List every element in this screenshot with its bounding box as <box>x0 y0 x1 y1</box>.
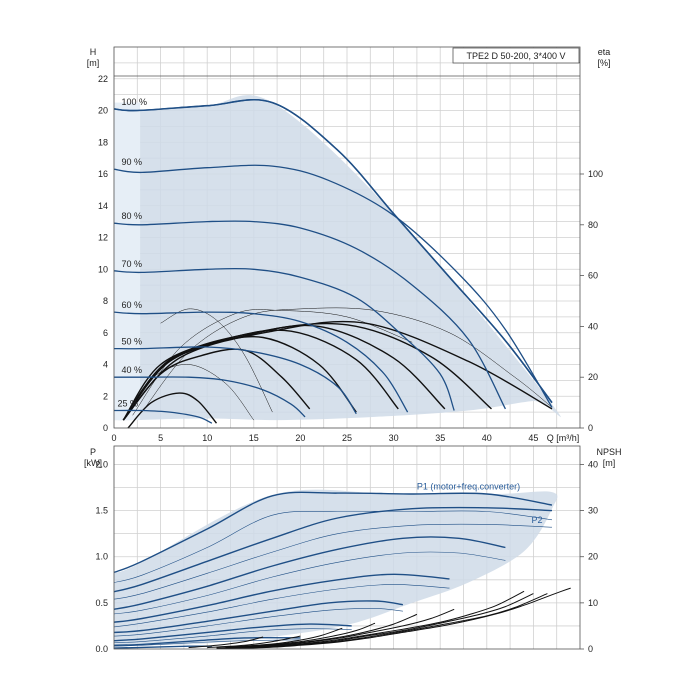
speed-curve-label: 70 % <box>121 259 142 269</box>
power-axis-unit: [kW] <box>84 458 102 468</box>
x-tick-label: 35 <box>435 433 445 443</box>
power-tick-label: 0.0 <box>95 644 108 654</box>
speed-curve-label: 50 % <box>121 337 142 347</box>
y-tick-label: 6 <box>103 328 108 338</box>
power-chart: P1 (motor+freq.converter) P2 0.0 0.5 1.0 1.5 2… <box>84 445 622 654</box>
eta-tick-label: 80 <box>588 220 598 230</box>
p2-curve <box>113 608 403 637</box>
p2-curve <box>113 523 553 600</box>
x-tick-label: 0 <box>111 433 116 443</box>
efficiency-curve <box>160 308 273 413</box>
power-tick-label: 1.0 <box>95 552 108 562</box>
npsh-axis-label: NPSH <box>596 447 621 457</box>
head-chart: 100 % 90 % 80 % 70 % 60 % 50 % 40 % 25 % 0 5 10 15 2… <box>87 46 611 443</box>
x-tick-label: 20 <box>295 433 305 443</box>
y-axis-label: H <box>90 47 97 57</box>
speed-curve <box>113 311 409 413</box>
eta-tick-label: 40 <box>588 321 598 331</box>
npsh-curve <box>225 627 343 648</box>
y-axis-unit: [m] <box>87 58 100 68</box>
x-axis-label: Q [m³/h] <box>547 433 580 443</box>
npsh-tick-label: 30 <box>588 506 598 516</box>
power-axis-label: P <box>90 447 96 457</box>
npsh-axis-unit: [m] <box>603 458 616 468</box>
speed-curve <box>113 409 213 424</box>
p2-curve <box>113 510 553 583</box>
x-tick-label: 15 <box>249 433 259 443</box>
speed-curve-label: 90 % <box>121 157 142 167</box>
p2-label: P2 <box>532 515 543 525</box>
p1-label: P1 (motor+freq.converter) <box>417 481 520 491</box>
speed-curve <box>113 267 455 411</box>
y-tick-label: 10 <box>98 264 108 274</box>
npsh-curve <box>216 590 525 649</box>
y-tick-label: 20 <box>98 106 108 116</box>
npsh-curve <box>207 635 301 649</box>
p2-curve <box>113 628 352 643</box>
power-operating-area <box>114 489 558 646</box>
p1-curve <box>113 491 553 574</box>
head-frame <box>113 46 581 429</box>
x-tick-label: 40 <box>482 433 492 443</box>
npsh-tick-label: 20 <box>588 552 598 562</box>
p2-curve <box>113 551 506 615</box>
p1-curve <box>113 573 450 623</box>
power-tick-label: 1.5 <box>95 506 108 516</box>
p1-curve <box>113 623 352 642</box>
npsh-curve <box>188 636 264 649</box>
p1-curve <box>113 506 553 593</box>
speed-curve-label: 80 % <box>121 211 142 221</box>
speed-curve-label: 25 % <box>117 399 138 409</box>
efficiency-curve <box>141 307 553 413</box>
efficiency-curve <box>122 320 553 421</box>
y-tick-label: 12 <box>98 233 108 243</box>
head-operating-area <box>114 95 561 421</box>
eta-tick-label: 100 <box>588 169 603 179</box>
y-tick-label: 18 <box>98 137 108 147</box>
x-tick-label: 30 <box>389 433 399 443</box>
y-tick-label: 4 <box>103 360 108 370</box>
eta-tick-label: 20 <box>588 372 598 382</box>
speed-curve <box>113 220 506 410</box>
y-tick-label: 8 <box>103 296 108 306</box>
speed-curve-label: 60 % <box>121 300 142 310</box>
x-tick-label: 45 <box>528 433 538 443</box>
x-tick-label: 25 <box>342 433 352 443</box>
y-tick-label: 2 <box>103 391 108 401</box>
efficiency-curve <box>127 392 218 429</box>
power-tick-label: 0.5 <box>95 598 108 608</box>
y-tick-label: 22 <box>98 74 108 84</box>
eta-axis-unit: [%] <box>597 58 610 68</box>
x-tick-label: 10 <box>202 433 212 443</box>
efficiency-curve <box>132 309 413 416</box>
eta-tick-label: 60 <box>588 271 598 281</box>
y-tick-label: 16 <box>98 169 108 179</box>
eta-tick-label: 0 <box>588 423 593 433</box>
p2-curve <box>113 639 301 647</box>
x-tick-label: 5 <box>158 433 163 443</box>
speed-curve <box>113 346 357 415</box>
power-tick-label: 2.0 <box>95 459 108 469</box>
chart-title: TPE2 D 50-200, 3*400 V <box>466 51 565 61</box>
chart-title-box: TPE2 D 50-200, 3*400 V <box>452 47 580 64</box>
y-tick-label: 0 <box>103 423 108 433</box>
power-frame <box>113 445 581 650</box>
speed-curve <box>114 376 306 418</box>
max-speed-curve <box>113 99 553 404</box>
head-min-flow-band <box>114 102 141 421</box>
npsh-tick-label: 0 <box>588 644 593 654</box>
p1-curve <box>113 600 403 634</box>
p2-curve <box>113 584 450 628</box>
speed-curve <box>113 164 553 408</box>
p1-curve <box>113 536 506 610</box>
npsh-tick-label: 10 <box>588 598 598 608</box>
speed-curve-label: 100 % <box>121 97 147 107</box>
y-tick-label: 14 <box>98 201 108 211</box>
efficiency-curve <box>122 322 492 421</box>
npsh-tick-label: 40 <box>588 459 598 469</box>
eta-axis-label: eta <box>598 47 611 57</box>
speed-curve-label: 40 % <box>121 365 142 375</box>
